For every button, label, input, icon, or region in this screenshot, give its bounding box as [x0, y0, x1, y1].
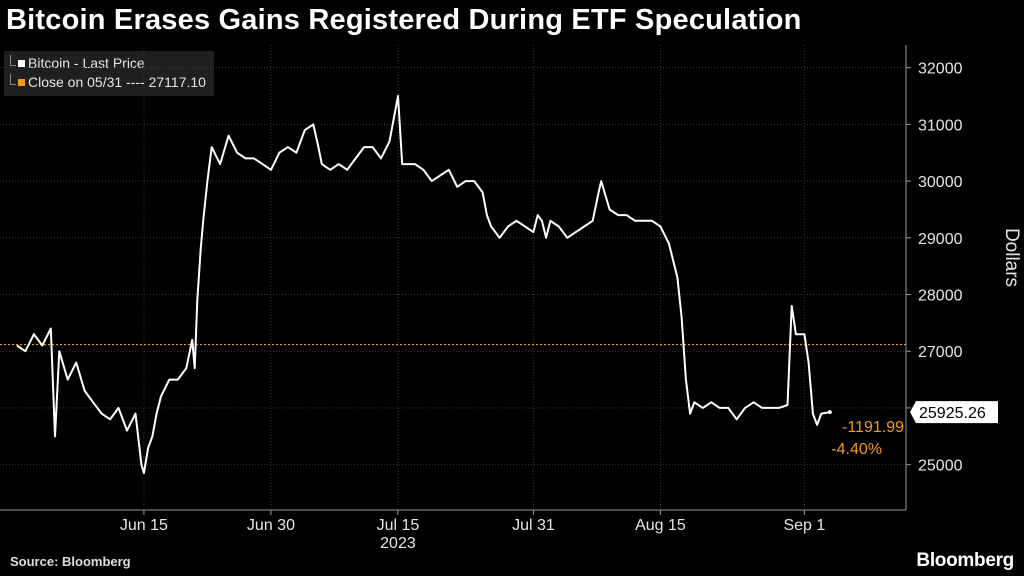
change-pct-label: -4.40%	[831, 441, 882, 458]
x-tick-label-76: Aug 15	[635, 517, 686, 534]
legend-swatch-price	[18, 60, 25, 67]
source-note: Source: Bloomberg	[10, 554, 131, 569]
x-tick-label-30: Jun 30	[247, 517, 295, 534]
y-tick-label-29000: 29000	[918, 231, 963, 248]
legend: Bitcoin - Last Price Close on 05/31 ----…	[4, 51, 214, 96]
bloomberg-logo: Bloomberg	[916, 550, 1014, 571]
y-tick-label-27000: 27000	[918, 344, 963, 361]
legend-swatch-close	[18, 79, 25, 86]
x-tick-label-61: Jul 31	[512, 517, 555, 534]
y-axis-title: Dollars	[1001, 228, 1022, 287]
y-tick-label-30000: 30000	[918, 174, 963, 191]
price-last-point	[827, 410, 832, 415]
legend-entry-price: Bitcoin - Last Price	[10, 54, 206, 73]
y-tick-label-31000: 31000	[918, 117, 963, 134]
y-tick-label-32000: 32000	[918, 61, 963, 78]
x-year-label: 2023	[380, 535, 416, 552]
x-tick-label-45: Jul 15	[377, 517, 420, 534]
legend-label-close: Close on 05/31 ---- 27117.10	[28, 74, 206, 90]
x-tick-label-93: Sep 1	[783, 517, 825, 534]
y-tick-label-28000: 28000	[918, 288, 963, 305]
last-value-box	[910, 401, 998, 424]
y-tick-label-25000: 25000	[918, 458, 963, 475]
x-tick-label-15: Jun 15	[120, 517, 168, 534]
last-value-label: 25925.26	[919, 405, 986, 422]
change-abs-label: -1191.99	[842, 419, 904, 436]
price-series-line	[16, 95, 830, 475]
chart-title: Bitcoin Erases Gains Registered During E…	[6, 4, 802, 36]
legend-label-price: Bitcoin - Last Price	[28, 55, 145, 71]
legend-entry-close: Close on 05/31 ---- 27117.10	[10, 73, 206, 92]
